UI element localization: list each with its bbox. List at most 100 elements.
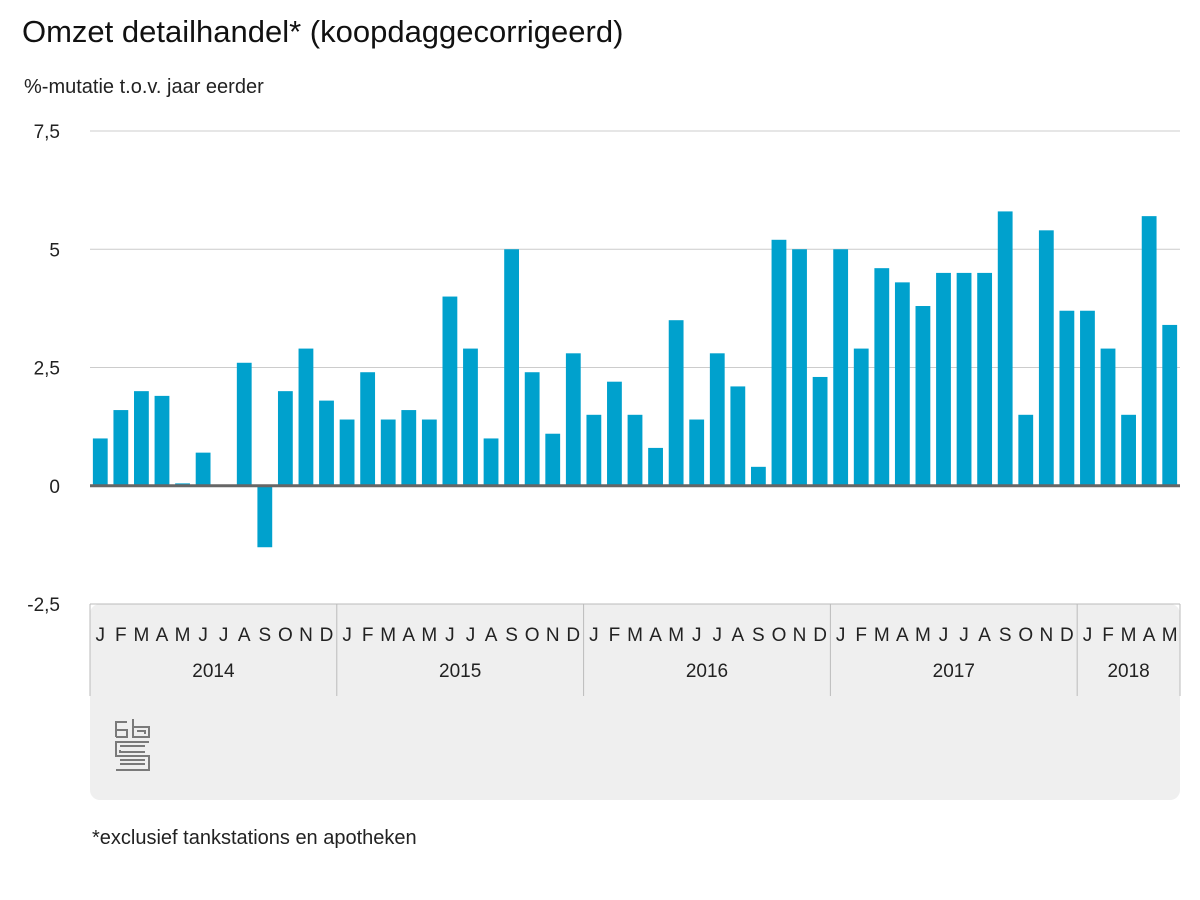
cbs-logo (115, 719, 150, 771)
month-tick-label: A (649, 625, 662, 646)
month-tick-label: M (1162, 625, 1178, 646)
month-tick-label: A (731, 625, 744, 646)
bar (956, 272, 972, 486)
year-label: 2014 (192, 661, 235, 682)
month-tick-label: J (342, 625, 352, 646)
month-tick-label: A (1143, 625, 1156, 646)
bar (936, 272, 951, 486)
month-tick-label: N (1039, 625, 1053, 646)
bar (257, 485, 273, 548)
year-label: 2016 (686, 661, 728, 682)
month-tick-label: J (96, 625, 106, 646)
month-tick-label: J (939, 625, 949, 646)
month-tick-label: F (1102, 625, 1114, 646)
bar (648, 447, 663, 486)
bar (1141, 216, 1157, 486)
month-tick-label: J (836, 625, 846, 646)
year-label: 2015 (439, 661, 481, 682)
month-tick-label: A (156, 625, 169, 646)
month-tick-label: N (793, 625, 807, 646)
month-tick-label: D (566, 625, 580, 646)
bar (483, 438, 499, 486)
month-tick-label: J (219, 625, 229, 646)
bar (1100, 348, 1116, 486)
bar (545, 433, 561, 486)
month-tick-label: N (546, 625, 560, 646)
month-tick-label: J (1083, 625, 1093, 646)
bar (792, 249, 807, 486)
y-tick-label: -2,5 (27, 595, 60, 616)
month-tick-label: J (959, 625, 969, 646)
bar (463, 348, 478, 486)
month-tick-label: S (505, 625, 518, 646)
bar (833, 249, 849, 486)
bar (421, 419, 437, 486)
bar (92, 438, 108, 486)
gridlines (90, 130, 1180, 605)
month-tick-label: F (115, 625, 127, 646)
month-tick-label: F (609, 625, 621, 646)
x-axis-band (90, 604, 1180, 800)
bar (298, 348, 314, 486)
bar (442, 296, 458, 486)
y-tick-label: 5 (49, 240, 60, 261)
month-tick-label: M (380, 625, 396, 646)
bar (915, 306, 931, 486)
month-tick-label: O (772, 625, 787, 646)
bar (236, 362, 252, 486)
chart-title: Omzet detailhandel* (koopdaggecorrigeerd… (22, 14, 624, 49)
bar (607, 381, 622, 486)
month-tick-label: A (896, 625, 909, 646)
y-axis-ticks: -2,5 0 2,5 5 7,5 (27, 122, 60, 616)
bar (1080, 310, 1095, 486)
bar (1162, 324, 1178, 486)
month-tick-label: M (627, 625, 643, 646)
month-tick-label: M (421, 625, 437, 646)
bar (504, 249, 520, 486)
bars (92, 211, 1178, 548)
bar (565, 353, 581, 486)
bar (1038, 230, 1054, 486)
bar (360, 372, 376, 486)
bar (339, 419, 355, 486)
bar (977, 272, 993, 486)
month-tick-label: M (915, 625, 931, 646)
bar (154, 395, 170, 486)
month-tick-label: J (445, 625, 455, 646)
bar (524, 372, 540, 486)
month-tick-label: M (668, 625, 684, 646)
month-tick-label: D (320, 625, 334, 646)
month-tick-label: S (258, 625, 271, 646)
bar (730, 386, 746, 486)
y-tick-label: 7,5 (34, 122, 60, 143)
month-tick-label: D (1060, 625, 1074, 646)
bar (113, 410, 129, 486)
month-tick-label: S (999, 625, 1012, 646)
bar (627, 414, 643, 486)
y-tick-label: 2,5 (34, 359, 60, 380)
month-tick-label: A (402, 625, 415, 646)
y-axis-label: %-mutatie t.o.v. jaar eerder (24, 76, 264, 98)
month-tick-label: F (855, 625, 867, 646)
bar (1018, 414, 1034, 486)
bar (195, 452, 211, 486)
month-tick-label: O (1018, 625, 1033, 646)
month-tick-label: M (874, 625, 890, 646)
month-tick-label: O (278, 625, 293, 646)
month-tick-label: S (752, 625, 765, 646)
bar (853, 348, 869, 486)
bar (277, 391, 293, 486)
bar (771, 239, 787, 486)
bar (709, 353, 725, 486)
year-label: 2018 (1107, 661, 1149, 682)
month-tick-label: A (978, 625, 991, 646)
month-tick-label: A (485, 625, 498, 646)
bar (997, 211, 1013, 486)
month-tick-label: N (299, 625, 313, 646)
bar (134, 391, 149, 486)
month-tick-label: F (362, 625, 374, 646)
month-tick-label: M (134, 625, 150, 646)
bar (1059, 310, 1075, 486)
month-tick-label: A (238, 625, 251, 646)
